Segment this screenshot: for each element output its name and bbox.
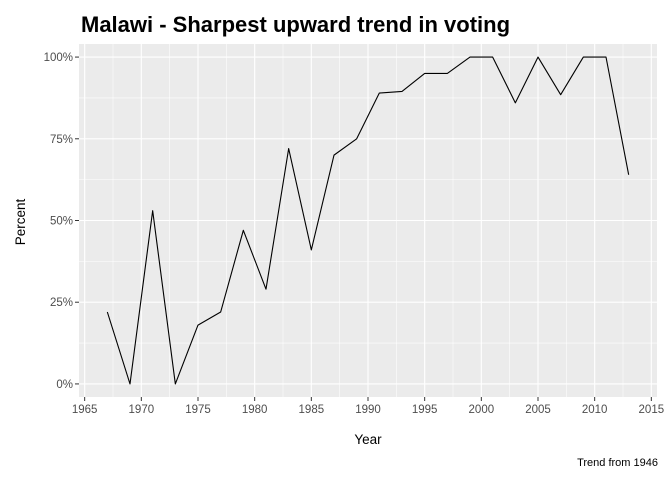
major-gridlines <box>79 44 657 397</box>
y-axis: 0% 25% 50% 75% 100% <box>44 52 79 391</box>
y-tick-label: 25% <box>50 297 73 309</box>
y-tick-label: 100% <box>44 52 73 64</box>
x-tick-label: 1970 <box>129 404 155 416</box>
x-tick-label: 1980 <box>242 404 268 416</box>
x-axis: 1965 1970 1975 1980 1985 1990 1995 2000 2005 2010… <box>72 397 664 416</box>
x-tick-label: 2000 <box>469 404 495 416</box>
x-tick-label: 2010 <box>582 404 608 416</box>
series-layer <box>106 56 630 385</box>
y-axis-title: Percent <box>13 198 28 245</box>
chart-title: Malawi - Sharpest upward trend in voting <box>81 12 510 37</box>
x-tick-label: 2015 <box>639 404 665 416</box>
y-tick-label: 75% <box>50 134 73 146</box>
y-tick-label: 50% <box>50 216 73 228</box>
x-tick-label: 1965 <box>72 404 98 416</box>
x-tick-label: 1975 <box>185 404 211 416</box>
y-tick-label: 0% <box>56 379 73 391</box>
x-tick-label: 1985 <box>299 404 325 416</box>
x-tick-label: 1990 <box>355 404 381 416</box>
x-tick-label: 1995 <box>412 404 438 416</box>
x-axis-title: Year <box>354 432 382 447</box>
series-line <box>106 56 630 385</box>
x-tick-label: 2005 <box>525 404 551 416</box>
chart-caption: Trend from 1946 <box>577 457 658 469</box>
